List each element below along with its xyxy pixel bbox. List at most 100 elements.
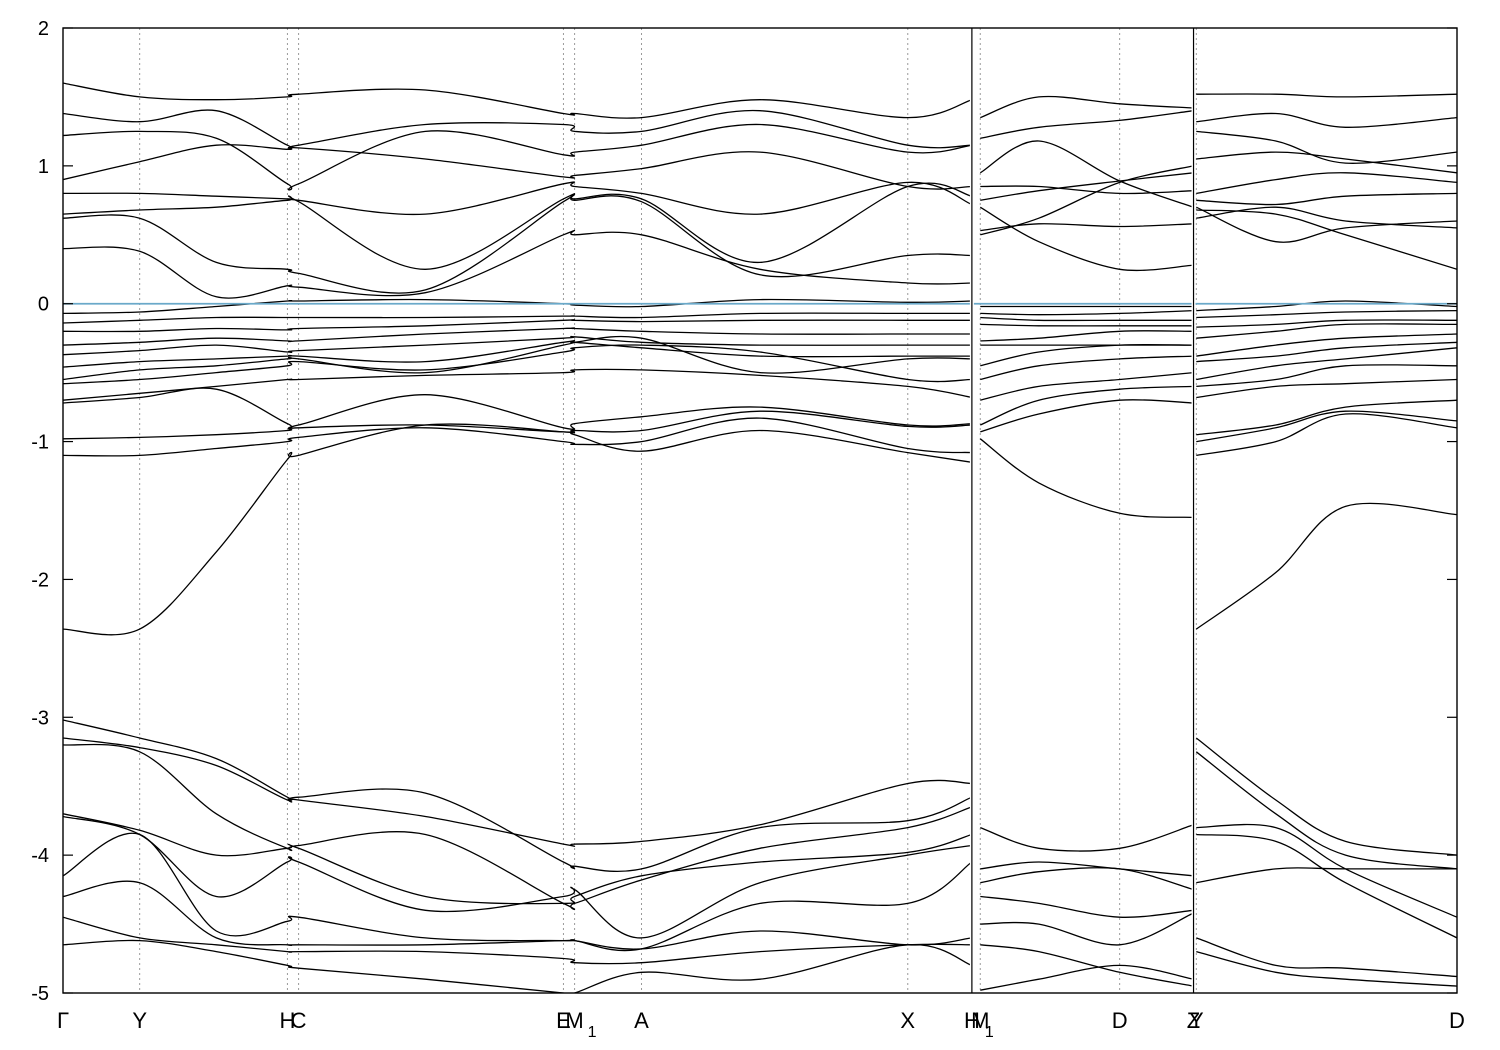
kpoint-label: X [900, 1008, 915, 1033]
band-line-s0-b3 [63, 387, 972, 431]
band-line-s0-b25 [63, 815, 972, 939]
band-line-s1-b0 [979, 438, 1194, 519]
band-line-s0-b1 [63, 417, 972, 457]
kpoint-label: M [565, 1008, 583, 1033]
band-line-s0-b19 [63, 109, 972, 150]
band-line-s2-b21 [1196, 93, 1457, 98]
band-line-s1-b23 [980, 895, 1194, 918]
y-axis-ticks: -5 -4 -3 -2 -1 0 1 2 [31, 18, 1457, 1005]
band-line-s1-b14 [979, 206, 1194, 272]
band-line-s2-b27 [1196, 937, 1457, 978]
band-line-s2-b2 [1196, 410, 1457, 443]
y-tick-label: 2 [38, 18, 49, 40]
band-line-s2-b4 [1196, 378, 1457, 399]
band-line-s0-b29 [63, 939, 973, 993]
band-line-s2-b16 [1196, 192, 1457, 206]
band-line-s0-b6 [63, 335, 972, 381]
kpoint-label: Z [1187, 1008, 1200, 1033]
kpoint-label: Y [132, 1008, 147, 1033]
band-line-s0-b22 [63, 737, 973, 872]
band-line-s0-b10 [63, 319, 972, 333]
band-line-s1-b13 [980, 223, 1194, 232]
band-line-s0-b28 [63, 916, 972, 965]
band-line-s2-b28 [1196, 950, 1457, 987]
band-line-s2-b14 [1196, 209, 1457, 270]
band-line-s2-b9 [1196, 323, 1457, 339]
band-line-s1-b9 [980, 316, 1194, 322]
plot-border [62, 27, 1458, 994]
band-line-s2-b22 [1195, 737, 1457, 856]
band-line-s2-b1 [1196, 413, 1457, 457]
y-tick-label: -2 [31, 569, 49, 591]
band-line-s2-b10 [1196, 319, 1457, 328]
band-line-s1-b7 [980, 330, 1194, 342]
y-tick-label: 0 [38, 294, 49, 316]
band-line-s1-b26 [980, 964, 1194, 991]
y-tick-label: -1 [31, 432, 49, 454]
band-line-s0-b16 [63, 181, 973, 216]
band-line-s0-b4 [63, 368, 973, 401]
band-line-s2-b5 [1196, 364, 1457, 388]
band-line-s1-b19 [980, 95, 1194, 119]
kpoint-label: Γ [57, 1008, 69, 1033]
band-line-s1-b21 [980, 861, 1194, 877]
band-line-s0-b12 [63, 298, 972, 315]
band-line-s1-b4 [980, 355, 1194, 381]
band-line-s0-b11 [63, 312, 972, 324]
band-line-s0-b8 [63, 335, 972, 356]
kpoint-label: A [634, 1008, 649, 1033]
y-tick-label: -5 [31, 983, 49, 1005]
band-line-s2-b0 [1195, 502, 1457, 630]
band-line-s2-b6 [1196, 347, 1457, 381]
band-line-s1-b24 [980, 912, 1194, 946]
band-line-s1-b10 [980, 309, 1194, 316]
band-line-s1-b17 [979, 140, 1194, 208]
kpoint-label: Y [1189, 1008, 1204, 1033]
kpoint-label: H [279, 1008, 295, 1033]
band-line-s1-b25 [980, 944, 1194, 987]
plot-frame [62, 27, 1458, 994]
band-line-s0-b24 [63, 813, 973, 905]
band-line-s0-b14 [63, 194, 972, 294]
band-line-s2-b19 [1196, 130, 1457, 164]
band-line-s0-b13 [63, 229, 972, 299]
kpoint-label-subscript: 1 [985, 1024, 994, 1041]
band-line-s1-b8 [980, 323, 1194, 327]
x-axis-kpoint-labels: Γ Y HC EM 1 A X H 1M D ZY D [57, 1008, 1465, 1041]
band-line-s1-b22 [980, 867, 1194, 891]
kpoint-label-subscript: 1 [588, 1024, 597, 1041]
band-line-s0-b5 [63, 344, 972, 385]
band-line-s1-b15 [980, 172, 1194, 201]
band-line-s0-b0 [63, 423, 973, 636]
band-line-s2-b18 [1196, 151, 1457, 174]
kpoint-label: C [291, 1008, 307, 1033]
band-line-s0-b23 [63, 743, 973, 911]
band-line-s0-b17 [63, 144, 972, 190]
band-line-s2-b20 [1196, 112, 1457, 128]
band-line-s1-b18 [980, 110, 1194, 139]
band-line-s0-b18 [63, 123, 972, 191]
band-line-s2-b11 [1196, 309, 1457, 319]
band-line-s2-b17 [1196, 172, 1457, 195]
band-line-s2-b3 [1196, 399, 1457, 436]
band-line-s2-b26 [1196, 867, 1457, 884]
band-line-s1-b2 [980, 385, 1194, 426]
band-line-s1-b1 [980, 399, 1194, 433]
y-tick-label: -4 [31, 845, 49, 867]
band-line-s0-b9 [63, 327, 972, 346]
band-line-s2-b23 [1195, 751, 1457, 870]
kpoint-label: D [1449, 1008, 1465, 1033]
band-line-s2-b15 [1196, 206, 1457, 243]
band-line-s2-b24 [1196, 823, 1457, 918]
band-line-s0-b27 [63, 880, 972, 950]
kpoint-label: M [971, 1008, 989, 1033]
band-line-s0-b7 [63, 340, 972, 368]
band-line-s1-b20 [980, 824, 1194, 852]
y-tick-label: -3 [31, 707, 49, 729]
band-line-s2-b25 [1196, 833, 1457, 939]
band-line-s0-b20 [63, 82, 973, 119]
band-line-s0-b26 [63, 832, 973, 952]
band-line-s2-b7 [1196, 341, 1457, 363]
